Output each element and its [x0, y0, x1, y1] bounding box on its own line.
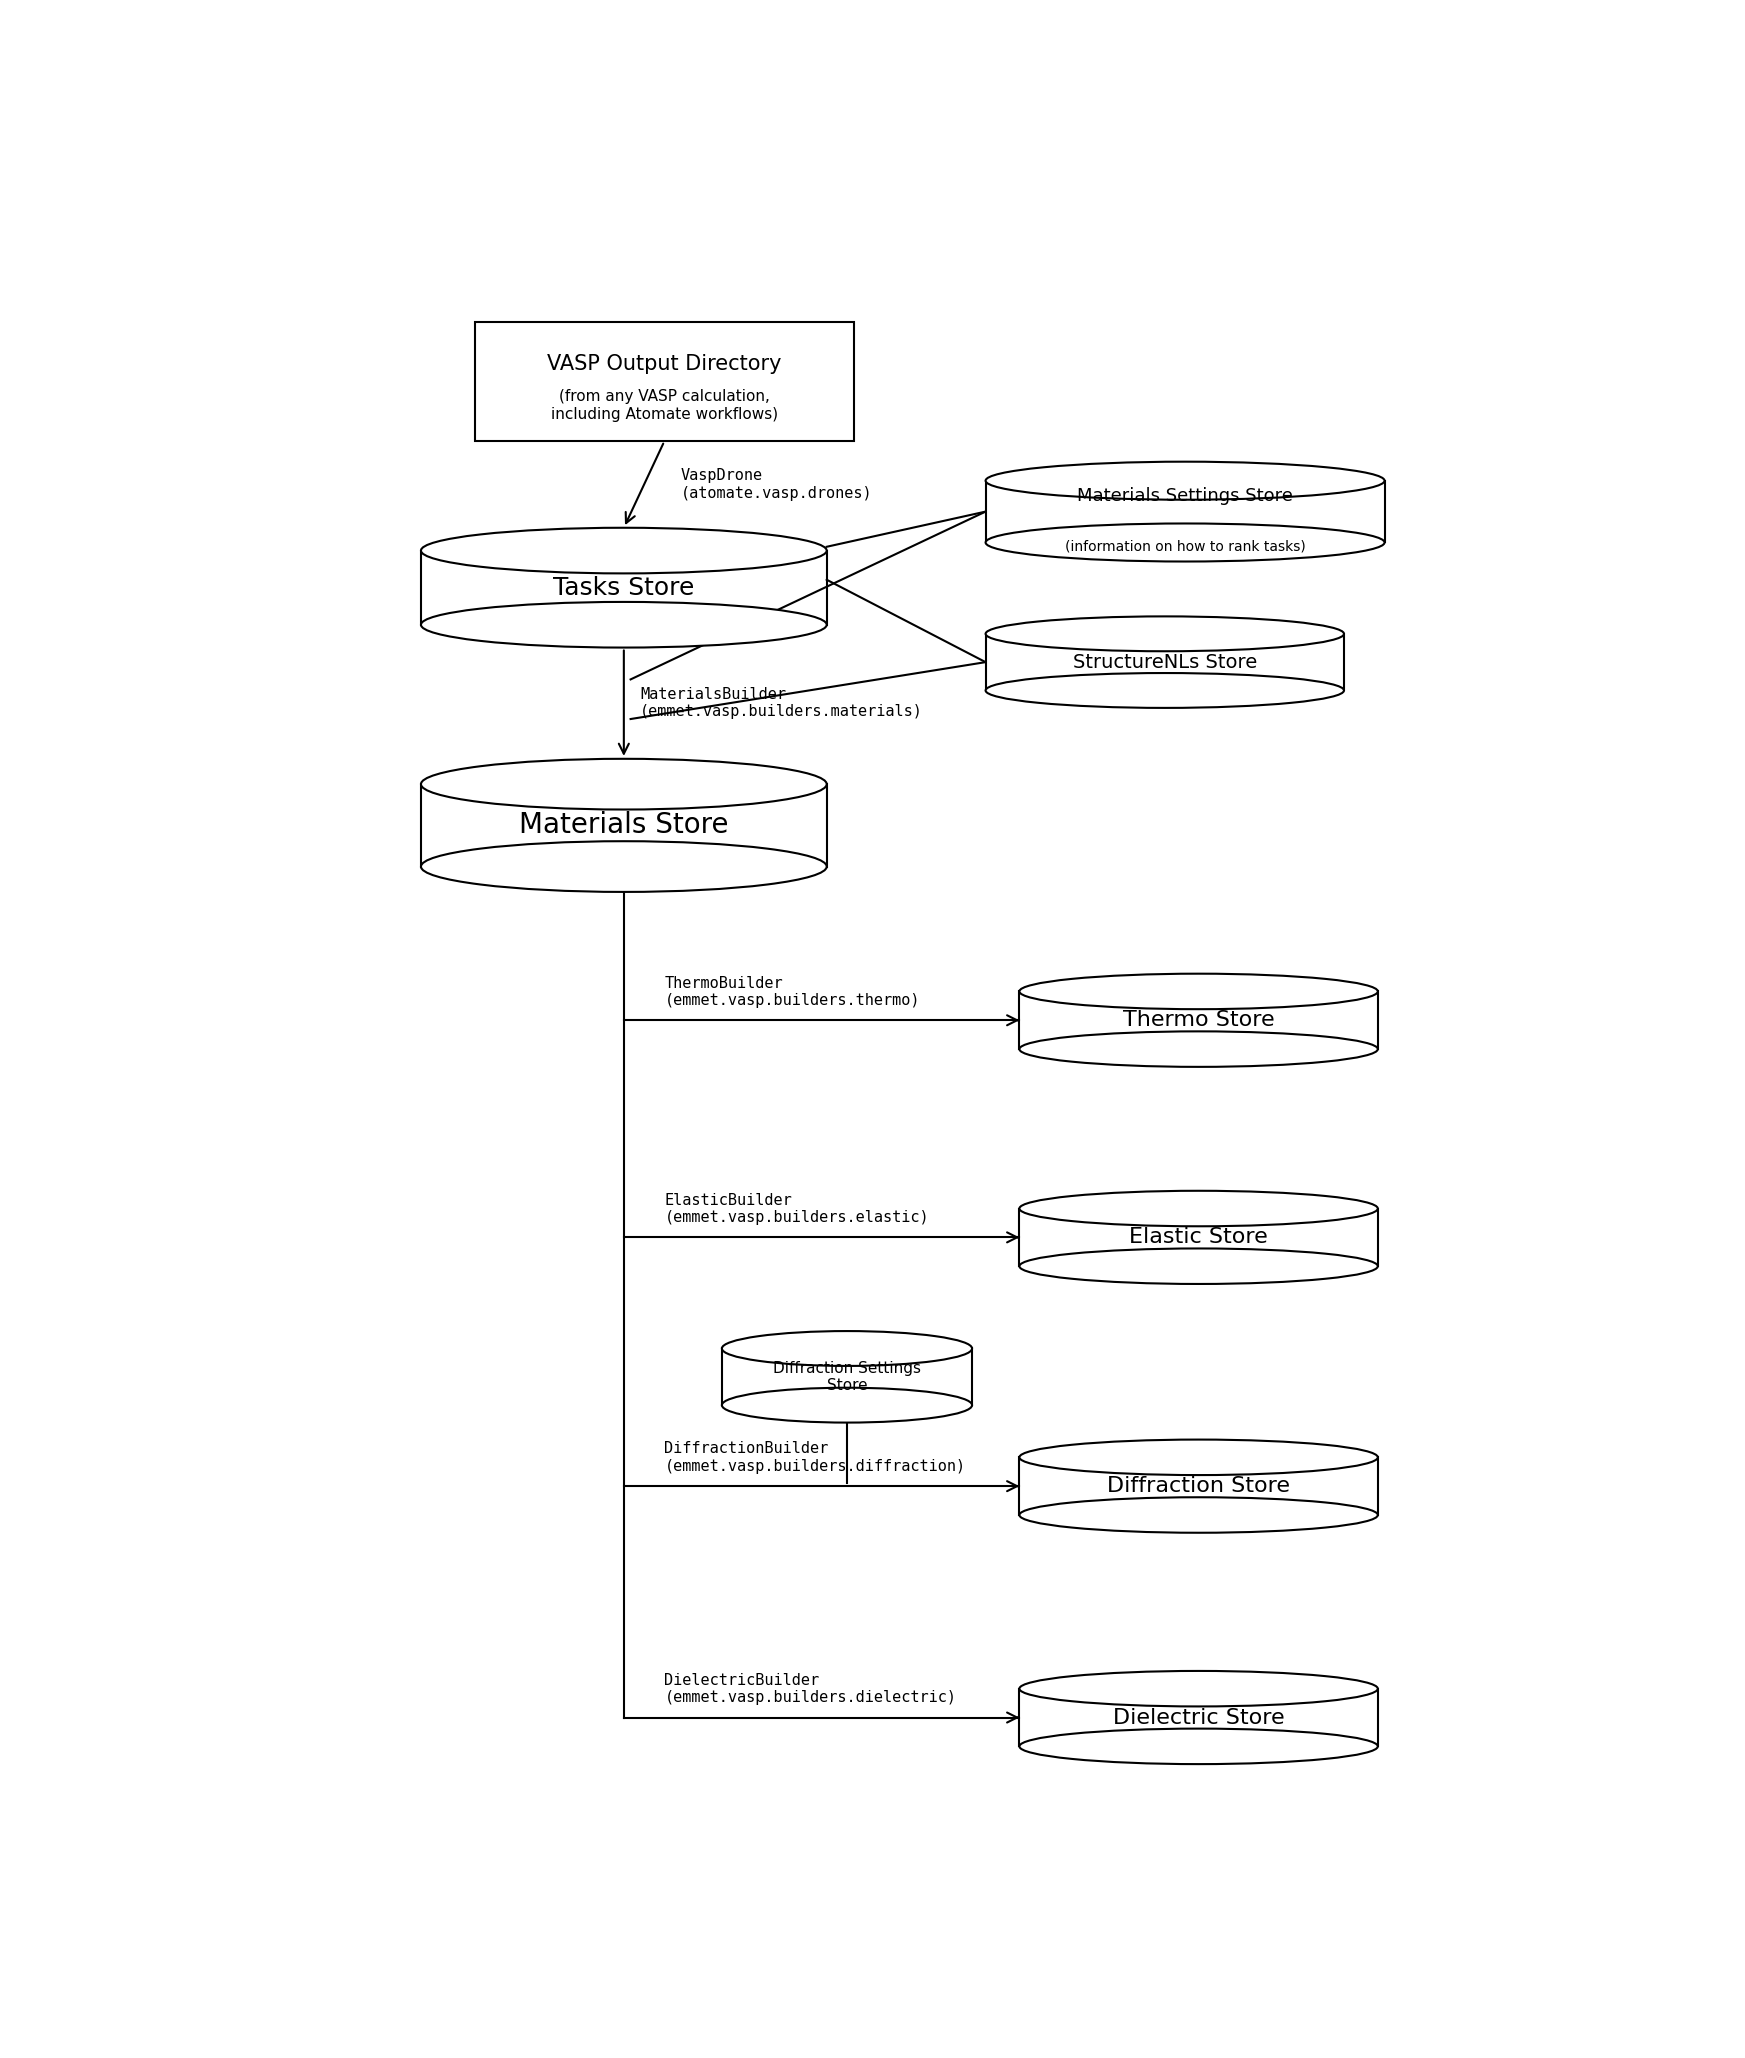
Ellipse shape — [986, 523, 1384, 562]
Text: DielectricBuilder
(emmet.vasp.builders.dielectric): DielectricBuilder (emmet.vasp.builders.d… — [665, 1673, 956, 1706]
Bar — [1019, 1690, 1379, 1747]
Text: Materials Settings Store: Materials Settings Store — [1077, 488, 1293, 504]
Ellipse shape — [1019, 1671, 1379, 1706]
Bar — [475, 323, 853, 440]
Ellipse shape — [1019, 1192, 1379, 1227]
Bar — [1019, 1208, 1379, 1266]
Text: ThermoBuilder
(emmet.vasp.builders.thermo): ThermoBuilder (emmet.vasp.builders.therm… — [665, 975, 920, 1008]
Ellipse shape — [986, 673, 1344, 708]
Text: Diffraction Store: Diffraction Store — [1106, 1476, 1290, 1496]
Text: Thermo Store: Thermo Store — [1122, 1010, 1274, 1031]
Text: VaspDrone
(atomate.vasp.drones): VaspDrone (atomate.vasp.drones) — [681, 469, 872, 500]
Ellipse shape — [1019, 1729, 1379, 1764]
Bar — [986, 634, 1344, 691]
Text: (information on how to rank tasks): (information on how to rank tasks) — [1064, 539, 1305, 554]
Bar — [421, 784, 827, 866]
Ellipse shape — [421, 759, 827, 809]
Bar — [421, 552, 827, 626]
Text: (from any VASP calculation,
including Atomate workflows): (from any VASP calculation, including At… — [551, 389, 778, 422]
Text: Diffraction Settings
Store: Diffraction Settings Store — [773, 1360, 921, 1393]
Bar — [986, 482, 1384, 543]
Text: DiffractionBuilder
(emmet.vasp.builders.diffraction): DiffractionBuilder (emmet.vasp.builders.… — [665, 1441, 965, 1474]
Ellipse shape — [722, 1387, 972, 1422]
Text: VASP Output Directory: VASP Output Directory — [548, 354, 782, 375]
Ellipse shape — [421, 842, 827, 891]
Ellipse shape — [722, 1332, 972, 1367]
Ellipse shape — [1019, 973, 1379, 1008]
Ellipse shape — [421, 601, 827, 648]
Ellipse shape — [1019, 1249, 1379, 1284]
Text: ElasticBuilder
(emmet.vasp.builders.elastic): ElasticBuilder (emmet.vasp.builders.elas… — [665, 1194, 928, 1225]
Text: StructureNLs Store: StructureNLs Store — [1073, 652, 1256, 671]
Bar — [722, 1348, 972, 1406]
Ellipse shape — [1019, 1031, 1379, 1066]
Text: Tasks Store: Tasks Store — [553, 576, 695, 599]
Text: Elastic Store: Elastic Store — [1129, 1227, 1269, 1247]
Ellipse shape — [986, 461, 1384, 500]
Ellipse shape — [986, 617, 1344, 650]
Text: MaterialsBuilder
(emmet.vasp.builders.materials): MaterialsBuilder (emmet.vasp.builders.ma… — [640, 687, 923, 720]
Ellipse shape — [1019, 1498, 1379, 1533]
Bar — [1019, 1457, 1379, 1515]
Bar — [1019, 992, 1379, 1050]
Text: Dielectric Store: Dielectric Store — [1113, 1708, 1284, 1727]
Text: Materials Store: Materials Store — [518, 811, 729, 840]
Ellipse shape — [421, 527, 827, 574]
Ellipse shape — [1019, 1441, 1379, 1476]
